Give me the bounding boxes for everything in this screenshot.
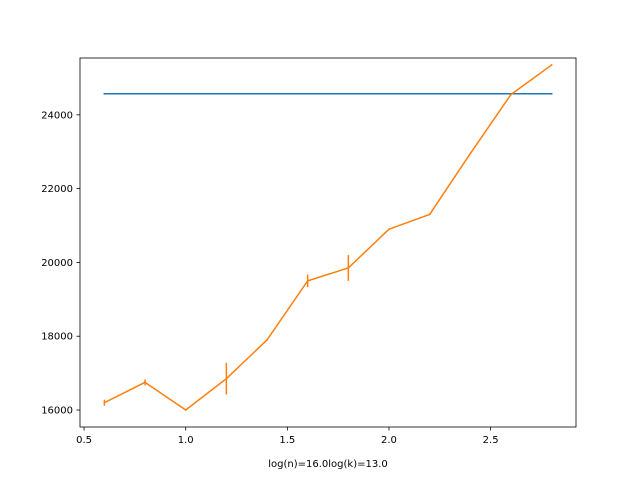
series-line-1	[103, 63, 553, 411]
data-point	[144, 381, 146, 384]
data-point	[388, 228, 390, 231]
series-layer	[103, 63, 553, 411]
x-tick-label: 2.5	[483, 435, 499, 446]
data-point	[510, 93, 512, 96]
data-point	[347, 267, 350, 269]
x-tick-label: 2.0	[381, 435, 397, 446]
y-tick-label: 20000	[41, 258, 73, 269]
axes-frame	[79, 57, 577, 428]
data-point	[103, 92, 106, 95]
data-point	[550, 92, 553, 95]
data-point	[225, 377, 228, 380]
data-point	[428, 213, 431, 216]
x-tick-label: 0.5	[76, 435, 92, 446]
data-point	[103, 401, 106, 404]
y-tick-label: 18000	[41, 332, 73, 343]
data-point	[306, 279, 309, 282]
data-point	[184, 409, 187, 411]
x-tick-label: 1.0	[178, 435, 194, 446]
y-tick-label: 24000	[41, 110, 73, 121]
axes-layer: 0.5 1.0 1.5 2.0 2.5 16000 18000 20000 22000 24000	[41, 57, 577, 446]
data-point	[266, 339, 268, 341]
data-point	[550, 64, 553, 66]
y-tick-label: 16000	[41, 406, 73, 417]
y-tick-label: 22000	[41, 184, 73, 195]
data-point	[469, 152, 472, 155]
x-axis-label: log(n)=16.0log(k)=13.0	[268, 459, 388, 470]
x-tick-label: 1.5	[279, 435, 295, 446]
